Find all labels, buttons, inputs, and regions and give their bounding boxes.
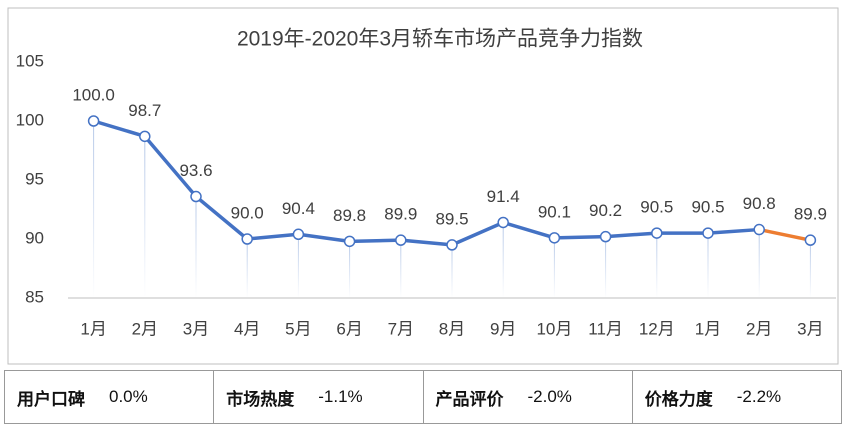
x-tick-label: 5月 [285, 319, 311, 338]
x-tick-label: 3月 [183, 319, 209, 338]
point [548, 232, 561, 244]
cell-value: 0.0% [109, 387, 148, 406]
cell-label: 产品评价 [435, 389, 504, 409]
data-label: 89.8 [333, 206, 366, 225]
data-label: 90.4 [282, 199, 315, 218]
chart-frame [7, 7, 839, 365]
data-label: 90.5 [691, 198, 724, 217]
drop-line [707, 233, 709, 298]
drop-line [349, 241, 351, 298]
drop-line [93, 121, 95, 298]
point [292, 228, 305, 241]
data-label: 89.9 [794, 205, 827, 224]
point [497, 216, 509, 229]
x-tick-label: 12月 [639, 319, 675, 338]
y-tick-label: 85 [25, 287, 44, 306]
y-tick-label: 100 [16, 110, 44, 129]
table-cell: 市场热度 -1.1% [214, 371, 424, 423]
line-last-segment [758, 227, 811, 242]
chart: 2019年-2020年3月轿车市场产品竞争力指数 85 90 95 100 105 1月 2… [7, 7, 839, 365]
drop-line [502, 222, 504, 298]
cell-value: -1.1% [318, 387, 363, 406]
x-tick-label: 1月 [80, 319, 106, 338]
x-tick-label: 7月 [388, 319, 414, 338]
data-label: 90.8 [743, 194, 776, 213]
point [343, 235, 356, 248]
data-label: 91.4 [487, 187, 520, 206]
data-label: 89.5 [435, 209, 468, 228]
cell-value: -2.0% [527, 387, 572, 406]
point [651, 227, 663, 239]
point [702, 227, 714, 239]
cell-value: -2.2% [736, 387, 782, 406]
drop-line [246, 239, 248, 298]
cell-label: 市场热度 [226, 389, 295, 409]
drop-line [656, 233, 658, 298]
summary-table: 用户口碑 0.0% 市场热度 -1.1% 产品评价 -2.0% 价格力度 -2.2% [4, 370, 842, 424]
data-label: 90.5 [640, 198, 673, 217]
drop-line [451, 244, 453, 298]
x-tick-label: 9月 [490, 319, 516, 338]
y-tick-label: 105 [16, 51, 44, 70]
x-tick-label: 10月 [536, 319, 572, 338]
point [599, 230, 612, 243]
data-label: 89.9 [384, 205, 417, 224]
point [87, 115, 100, 127]
x-tick-label: 1月 [695, 319, 721, 338]
table-cell: 产品评价 -2.0% [424, 371, 633, 423]
y-tick-label: 95 [25, 169, 44, 188]
point [395, 234, 407, 246]
point [190, 190, 202, 203]
data-label: 98.7 [128, 101, 161, 120]
x-tick-label: 4月 [234, 319, 260, 338]
cell-label: 价格力度 [644, 389, 713, 409]
data-label: 90.2 [589, 201, 622, 220]
x-tick-label: 2月 [132, 319, 158, 338]
table-cell: 价格力度 -2.2% [633, 371, 841, 423]
data-label: 90.1 [538, 202, 571, 221]
drop-line [144, 136, 146, 298]
line-series [93, 119, 760, 247]
drop-line [605, 236, 607, 298]
table-cell: 用户口碑 0.0% [5, 371, 215, 423]
x-tick-label: 8月 [439, 319, 465, 338]
point [139, 130, 151, 143]
point [241, 233, 253, 245]
x-tick-label: 11月 [588, 319, 623, 338]
point [753, 223, 765, 236]
drop-line [297, 234, 299, 298]
drop-line [809, 240, 811, 298]
cell-label: 用户口碑 [17, 389, 85, 409]
data-label: 100.0 [72, 85, 115, 104]
drop-line [400, 240, 402, 298]
x-tick-label: 3月 [797, 319, 823, 338]
drop-line [553, 237, 555, 298]
chart-title: 2019年-2020年3月轿车市场产品竞争力指数 [237, 28, 643, 51]
y-tick-label: 90 [25, 228, 44, 247]
x-tick-label: 2月 [746, 319, 772, 338]
drop-line [758, 229, 760, 298]
drop-line [195, 196, 197, 298]
point [446, 239, 458, 251]
data-label: 90.0 [231, 203, 264, 222]
data-label: 93.6 [179, 161, 212, 180]
point [804, 234, 817, 246]
x-tick-label: 6月 [336, 319, 362, 338]
